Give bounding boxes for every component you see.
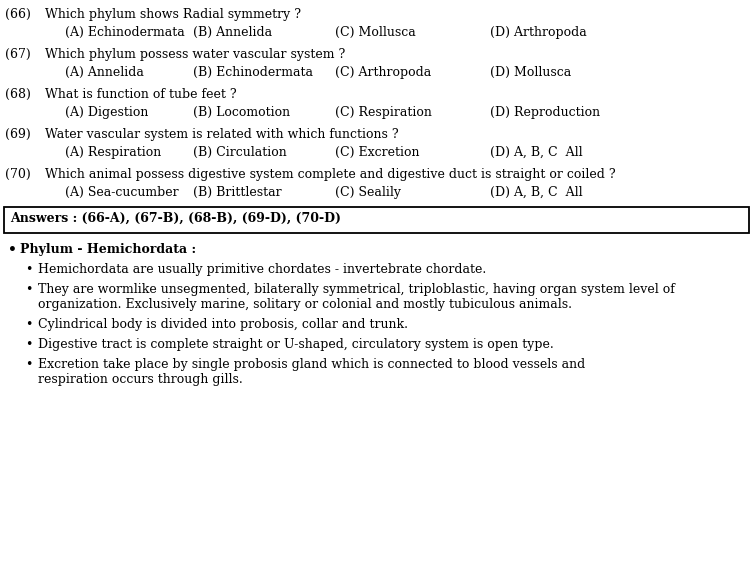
Text: (A) Annelida: (A) Annelida <box>65 66 144 79</box>
Text: Which phylum shows Radial symmetry ?: Which phylum shows Radial symmetry ? <box>45 8 301 21</box>
Text: (A) Echinodermata: (A) Echinodermata <box>65 26 185 39</box>
Text: (D) A, B, C  All: (D) A, B, C All <box>490 146 583 159</box>
Text: (A) Digestion: (A) Digestion <box>65 106 149 119</box>
Text: •: • <box>25 263 32 276</box>
Text: (C) Respiration: (C) Respiration <box>335 106 432 119</box>
Text: Cylindrical body is divided into probosis, collar and trunk.: Cylindrical body is divided into probosi… <box>38 318 408 331</box>
Text: (A) Sea-cucumber: (A) Sea-cucumber <box>65 186 179 199</box>
Text: (B) Locomotion: (B) Locomotion <box>193 106 290 119</box>
Text: Hemichordata are usually primitive chordates - invertebrate chordate.: Hemichordata are usually primitive chord… <box>38 263 486 276</box>
Text: (B) Brittlestar: (B) Brittlestar <box>193 186 282 199</box>
Text: (D) Reproduction: (D) Reproduction <box>490 106 600 119</box>
Text: (68): (68) <box>5 88 31 101</box>
Text: •: • <box>25 318 32 331</box>
Text: Which animal possess digestive system complete and digestive duct is straight or: Which animal possess digestive system co… <box>45 168 615 181</box>
Text: organization. Exclusively marine, solitary or colonial and mostly tubiculous ani: organization. Exclusively marine, solita… <box>38 298 572 311</box>
Text: (D) A, B, C  All: (D) A, B, C All <box>490 186 583 199</box>
Text: •: • <box>8 243 17 257</box>
Text: What is function of tube feet ?: What is function of tube feet ? <box>45 88 236 101</box>
Text: Answers : (66-A), (67-B), (68-B), (69-D), (70-D): Answers : (66-A), (67-B), (68-B), (69-D)… <box>10 212 341 225</box>
Text: They are wormlike unsegmented, bilaterally symmetrical, triploblastic, having or: They are wormlike unsegmented, bilateral… <box>38 283 675 296</box>
Text: Water vascular system is related with which functions ?: Water vascular system is related with wh… <box>45 128 399 141</box>
Text: (C) Excretion: (C) Excretion <box>335 146 420 159</box>
Text: (70): (70) <box>5 168 31 181</box>
Text: (B) Echinodermata: (B) Echinodermata <box>193 66 313 79</box>
Text: (D) Mollusca: (D) Mollusca <box>490 66 572 79</box>
Text: (67): (67) <box>5 48 31 61</box>
Text: •: • <box>25 283 32 296</box>
Text: Digestive tract is complete straight or U-shaped, circulatory system is open typ: Digestive tract is complete straight or … <box>38 338 553 351</box>
Text: •: • <box>25 338 32 351</box>
Text: (C) Arthropoda: (C) Arthropoda <box>335 66 431 79</box>
Bar <box>4 207 749 233</box>
Text: •: • <box>25 358 32 371</box>
Text: respiration occurs through gills.: respiration occurs through gills. <box>38 373 243 386</box>
Text: (B) Annelida: (B) Annelida <box>193 26 272 39</box>
Text: (D) Arthropoda: (D) Arthropoda <box>490 26 587 39</box>
Text: (C) Mollusca: (C) Mollusca <box>335 26 416 39</box>
Text: Phylum - Hemichordata :: Phylum - Hemichordata : <box>20 243 196 256</box>
Text: (66): (66) <box>5 8 31 21</box>
Text: (69): (69) <box>5 128 31 141</box>
Text: Excretion take place by single probosis gland which is connected to blood vessel: Excretion take place by single probosis … <box>38 358 585 371</box>
Text: (B) Circulation: (B) Circulation <box>193 146 287 159</box>
Text: (C) Sealily: (C) Sealily <box>335 186 401 199</box>
Text: Which phylum possess water vascular system ?: Which phylum possess water vascular syst… <box>45 48 345 61</box>
Text: (A) Respiration: (A) Respiration <box>65 146 162 159</box>
